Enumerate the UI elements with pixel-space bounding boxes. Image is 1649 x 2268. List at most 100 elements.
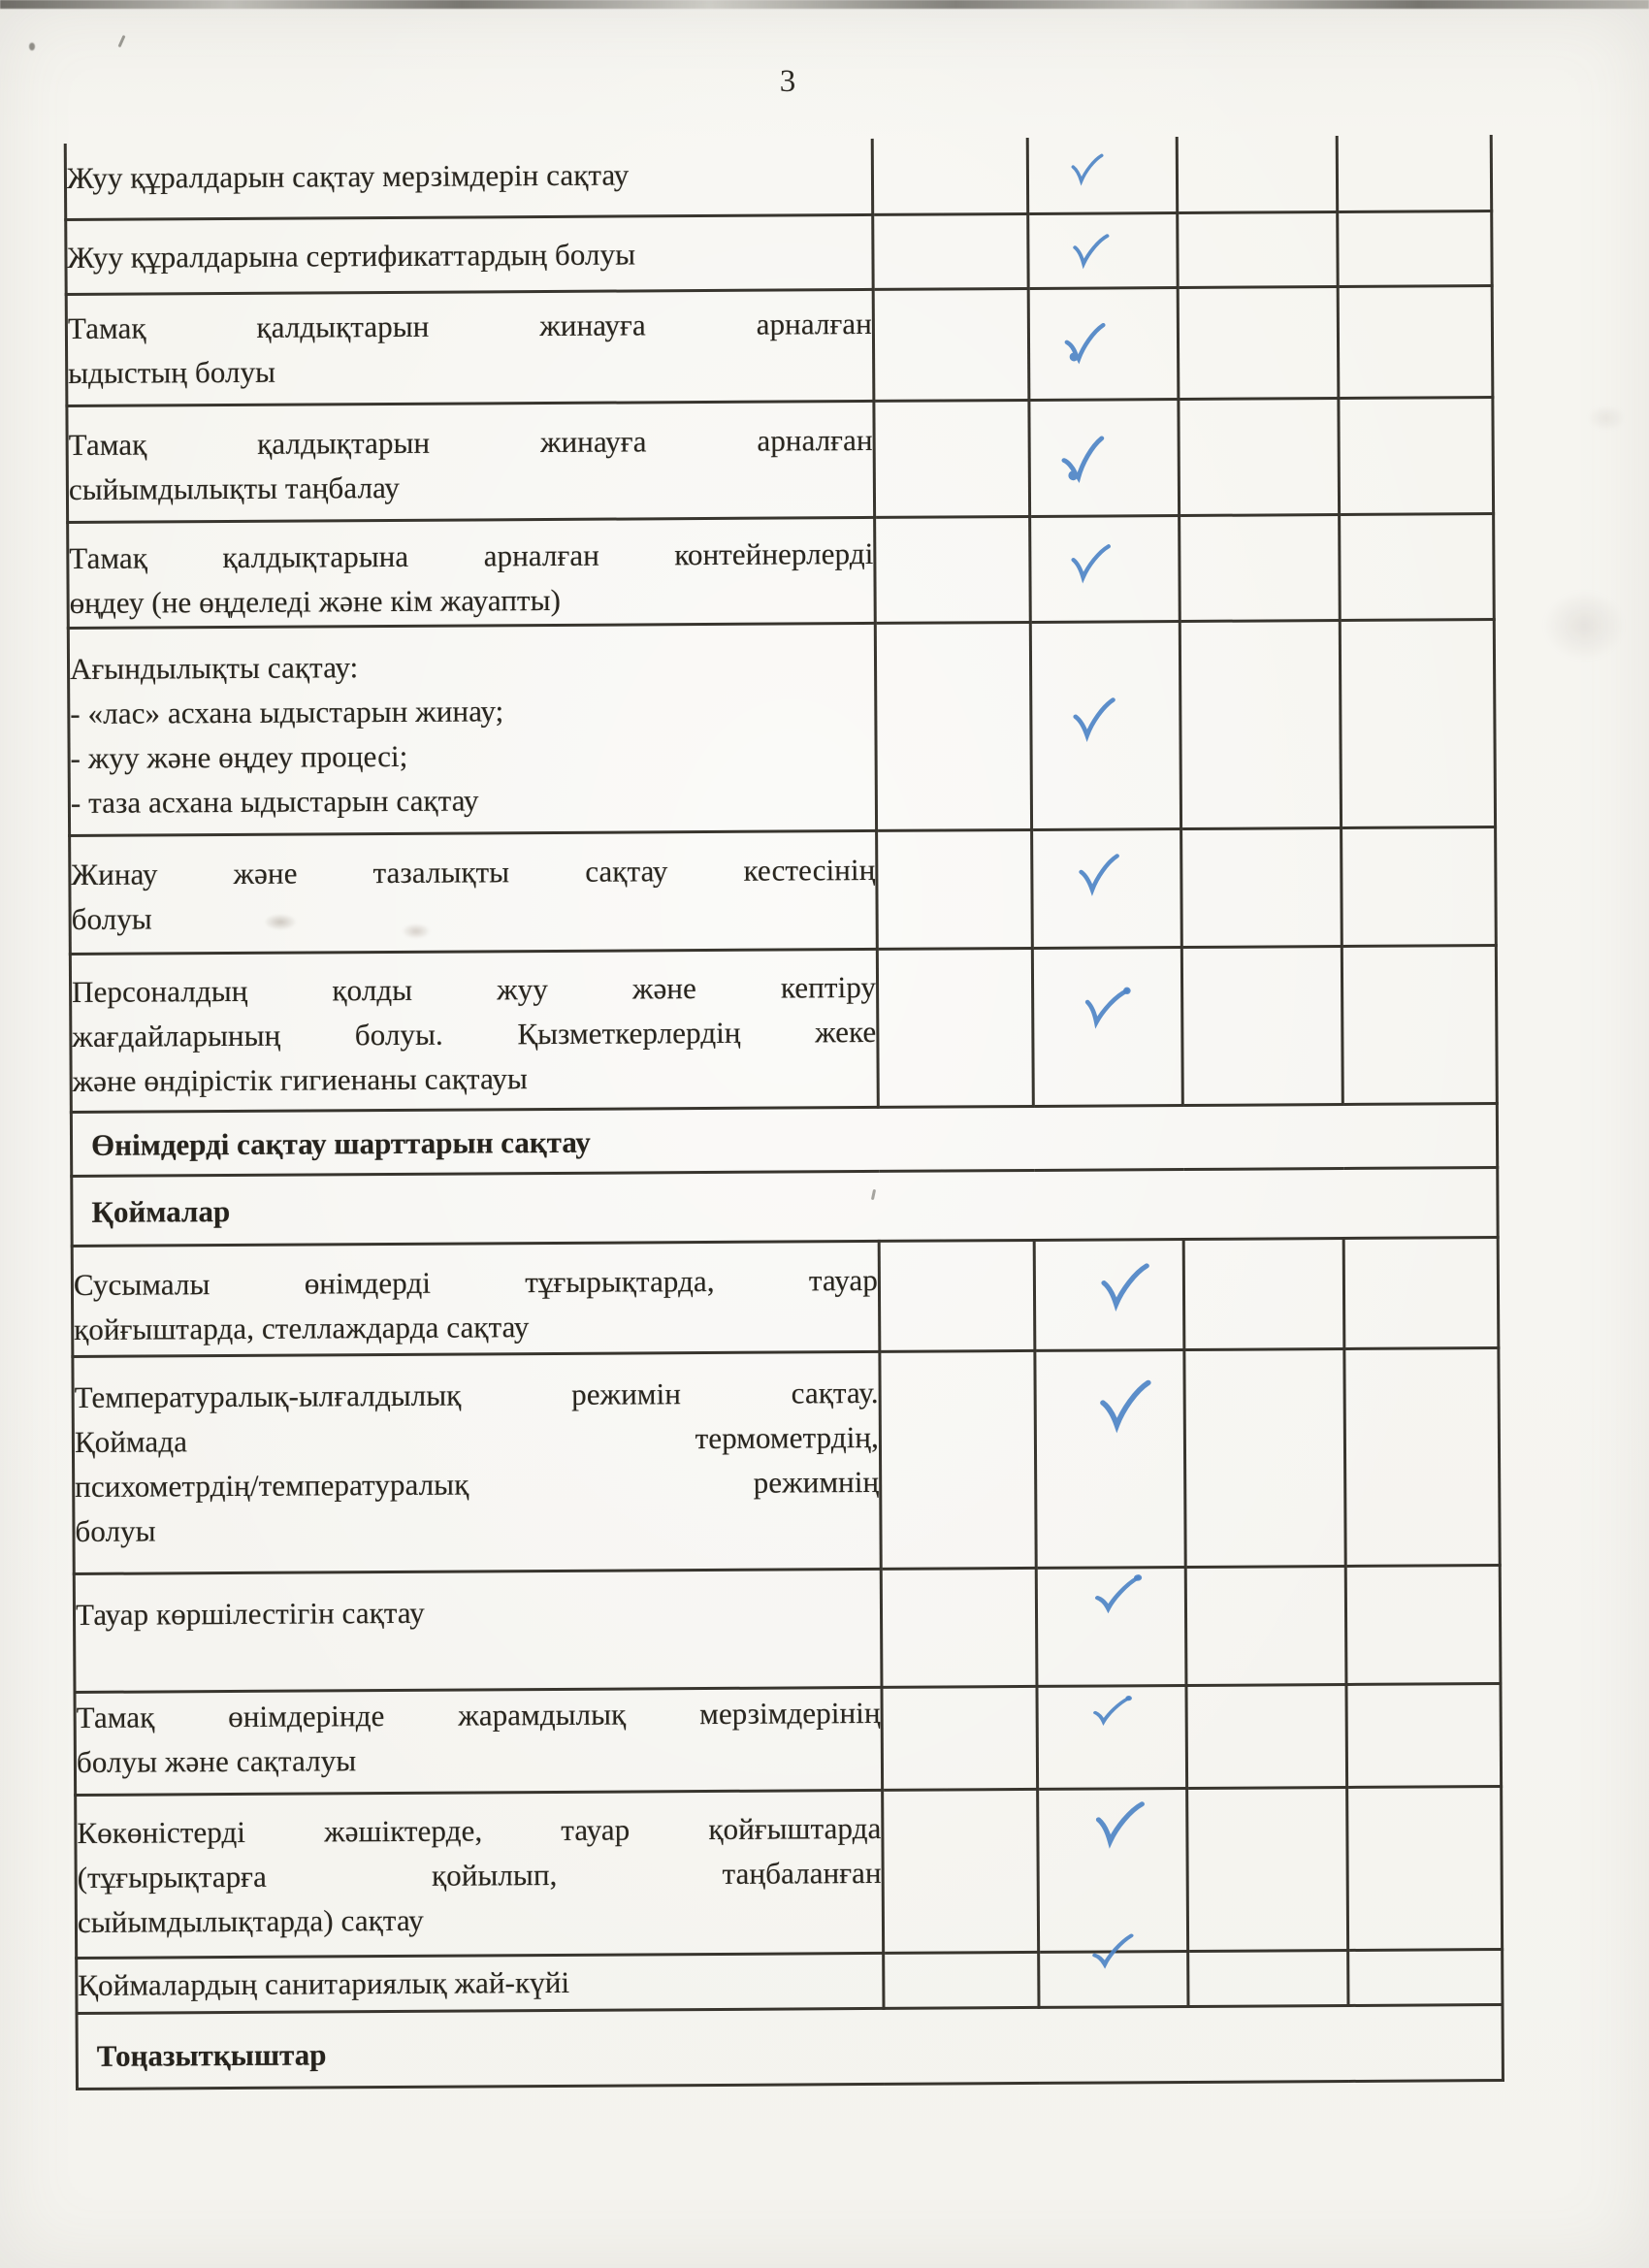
checkmark-icon: [1091, 1798, 1147, 1850]
result-cell-1: [881, 1567, 1037, 1687]
description-line: (тұғырықтарға қойылып, таңбаланған: [77, 1855, 882, 1895]
table-row: Тамақ қалдықтарын жинауға арналған сыйымд…: [66, 397, 1494, 523]
row-description: Қоймалардың санитариялық жай-күйі: [76, 1952, 884, 2013]
description-line: болуы: [75, 1512, 156, 1548]
description-line: - «лас» асхана ыдыстарын жинау;: [70, 693, 504, 730]
row-description: Температуралық-ылғалдылық режимін сақтау…: [72, 1350, 882, 1574]
result-cell-2: [1038, 1933, 1188, 2007]
checkmark-icon: [1062, 321, 1107, 364]
result-cell-1: [881, 1685, 1038, 1790]
result-cell-3: [1180, 620, 1342, 829]
result-cell-3: [1178, 286, 1339, 400]
table-row: Жуу құралдарын сақтау мерзімдерін сақтау: [65, 135, 1492, 220]
description-line: Тамақ қалдықтарын жинауға арналған: [67, 306, 872, 345]
row-description: Тамақ қалдықтарына арналған контейнерлер…: [67, 516, 876, 629]
result-cell-3: [1180, 827, 1342, 948]
result-cell-1: [872, 212, 1029, 289]
description-line: психометрдің/температуралық режимнің: [75, 1464, 880, 1504]
result-cell-3: [1185, 1565, 1346, 1685]
checkmark-icon: [1090, 1694, 1132, 1728]
result-cell-3: [1177, 211, 1339, 288]
result-cell-2: [1027, 137, 1178, 213]
result-cell-3: [1186, 1786, 1348, 1951]
result-cell-1: [872, 137, 1028, 214]
description-line: - жуу және өңдеу процесі;: [70, 738, 408, 775]
table-row: Тамақ өнімдерінде жарамдылық мерзімдерін…: [74, 1683, 1502, 1795]
checkmark-icon: [1068, 541, 1113, 584]
result-cell-2: [1032, 947, 1183, 1106]
checkmark-icon: [1097, 1378, 1153, 1433]
scanner-edge-artifact: [0, 0, 1649, 9]
table-row: Жуу құралдарына сертификаттардың болуы: [65, 211, 1493, 295]
result-cell-2: [1028, 399, 1180, 516]
result-cell-4: [1347, 1949, 1503, 2005]
description-line: Қоймалардың санитариялық жай-күйі: [78, 1964, 570, 2002]
result-cell-3: [1183, 1237, 1344, 1350]
description-line: Жинау және тазалықты сақтау кестесінің: [71, 852, 876, 891]
description-line: болуы: [71, 900, 152, 936]
table-row: Көкөністерді жәшіктерде, тауар қойғыштар…: [75, 1786, 1503, 1958]
description-line: болуы және сақталуы: [76, 1742, 357, 1779]
result-cell-2: [1037, 1787, 1188, 1952]
description-line: сыйымдылықтарда) сақтау: [77, 1902, 424, 1939]
result-cell-4: [1337, 135, 1492, 212]
checkmark-icon: [1080, 982, 1132, 1032]
result-cell-3: [1181, 946, 1343, 1106]
result-cell-4: [1337, 211, 1493, 287]
row-description: Жуу құралдарын сақтау мерзімдерін сақтау: [65, 138, 873, 220]
result-cell-1: [876, 828, 1033, 949]
result-cell-2: [1031, 828, 1182, 948]
section-title: Тоңазытқыштар: [96, 2036, 327, 2073]
result-cell-4: [1341, 826, 1497, 947]
result-cell-2: [1036, 1567, 1186, 1686]
result-cell-4: [1346, 1786, 1503, 1950]
table-row: Қоймалардың санитариялық жай-күйі: [76, 1933, 1503, 2013]
result-cell-1: [873, 287, 1029, 401]
result-cell-2: [1034, 1349, 1186, 1568]
row-description: Жуу құралдарына сертификаттардың болуы: [65, 213, 874, 295]
checkmark-icon: [1069, 152, 1105, 186]
row-description: Персоналдың қолды жуу және кептіру жағдай…: [70, 948, 879, 1113]
scan-artifact: [117, 34, 126, 49]
description-line: Сусымалы өнімдерді тұғырықтарда, тауар: [73, 1262, 879, 1302]
result-cell-1: [879, 1239, 1035, 1351]
description-line: және өндірістік гигиенаны сақтауы: [72, 1060, 528, 1098]
result-cell-4: [1345, 1565, 1501, 1684]
description-line: Жуу құралдарына сертификаттардың болуы: [67, 236, 636, 275]
row-description: Сусымалы өнімдерді тұғырықтарда, тауар қо…: [72, 1240, 880, 1357]
description-line: Температуралық-ылғалдылық режимін сақтау…: [74, 1375, 879, 1414]
table-row: Тамақ қалдықтарын жинауға арналған ыдысты…: [66, 285, 1493, 406]
result-cell-3: [1177, 136, 1338, 213]
result-cell-1: [879, 1349, 1037, 1569]
description-line: - таза асхана ыдыстарын сақтау: [70, 782, 479, 820]
description-line: Персоналдың қолды жуу және кептіру: [71, 969, 877, 1009]
row-description: Ағындылықты сақтау: - «лас» асхана ыдыста…: [68, 622, 877, 836]
row-description: Тамақ өнімдерінде жарамдылық мерзімдерін…: [74, 1686, 883, 1795]
description-line: Тауар көршілестігін сақтау: [75, 1595, 425, 1632]
checkmark-icon: [1071, 697, 1117, 742]
row-description: Тамақ қалдықтарын жинауға арналған сыйымд…: [66, 400, 875, 523]
checkmark-icon: [1057, 434, 1110, 484]
result-cell-4: [1343, 1237, 1499, 1348]
page-number: 3: [779, 64, 796, 99]
section-title: Өнімдерді сақтау шарттарын сақтау: [90, 1124, 591, 1162]
result-cell-2: [1030, 621, 1181, 829]
result-cell-4: [1342, 945, 1498, 1105]
result-cell-4: [1338, 285, 1493, 399]
result-cell-4: [1338, 397, 1494, 515]
table-row: Персоналдың қолды жуу және кептіру жағдай…: [70, 945, 1498, 1113]
inspection-checklist-table: Жуу құралдарын сақтау мерзімдерін сақтау…: [64, 135, 1504, 2090]
row-description: Тауар көршілестігін сақтау: [74, 1568, 882, 1692]
section-header-row: Қоймалар: [71, 1167, 1499, 1247]
checkmark-icon: [1077, 853, 1121, 896]
row-description: Жинау және тазалықты сақтау кестесінің бо…: [69, 829, 878, 955]
result-cell-1: [882, 1788, 1039, 1953]
table-row: Ағындылықты сақтау: - «лас» асхана ыдыста…: [68, 619, 1496, 836]
checkmark-icon: [1070, 231, 1111, 270]
table-row: Сусымалы өнімдерді тұғырықтарда, тауар қо…: [72, 1237, 1499, 1357]
description-line: жағдайларының болуы. Қызметкерлердің жек…: [72, 1014, 877, 1053]
checkmark-icon: [1091, 1571, 1146, 1616]
result-cell-4: [1340, 619, 1496, 828]
section-header-row: Тоңазытқыштар: [77, 2004, 1504, 2089]
result-cell-1: [874, 515, 1031, 623]
